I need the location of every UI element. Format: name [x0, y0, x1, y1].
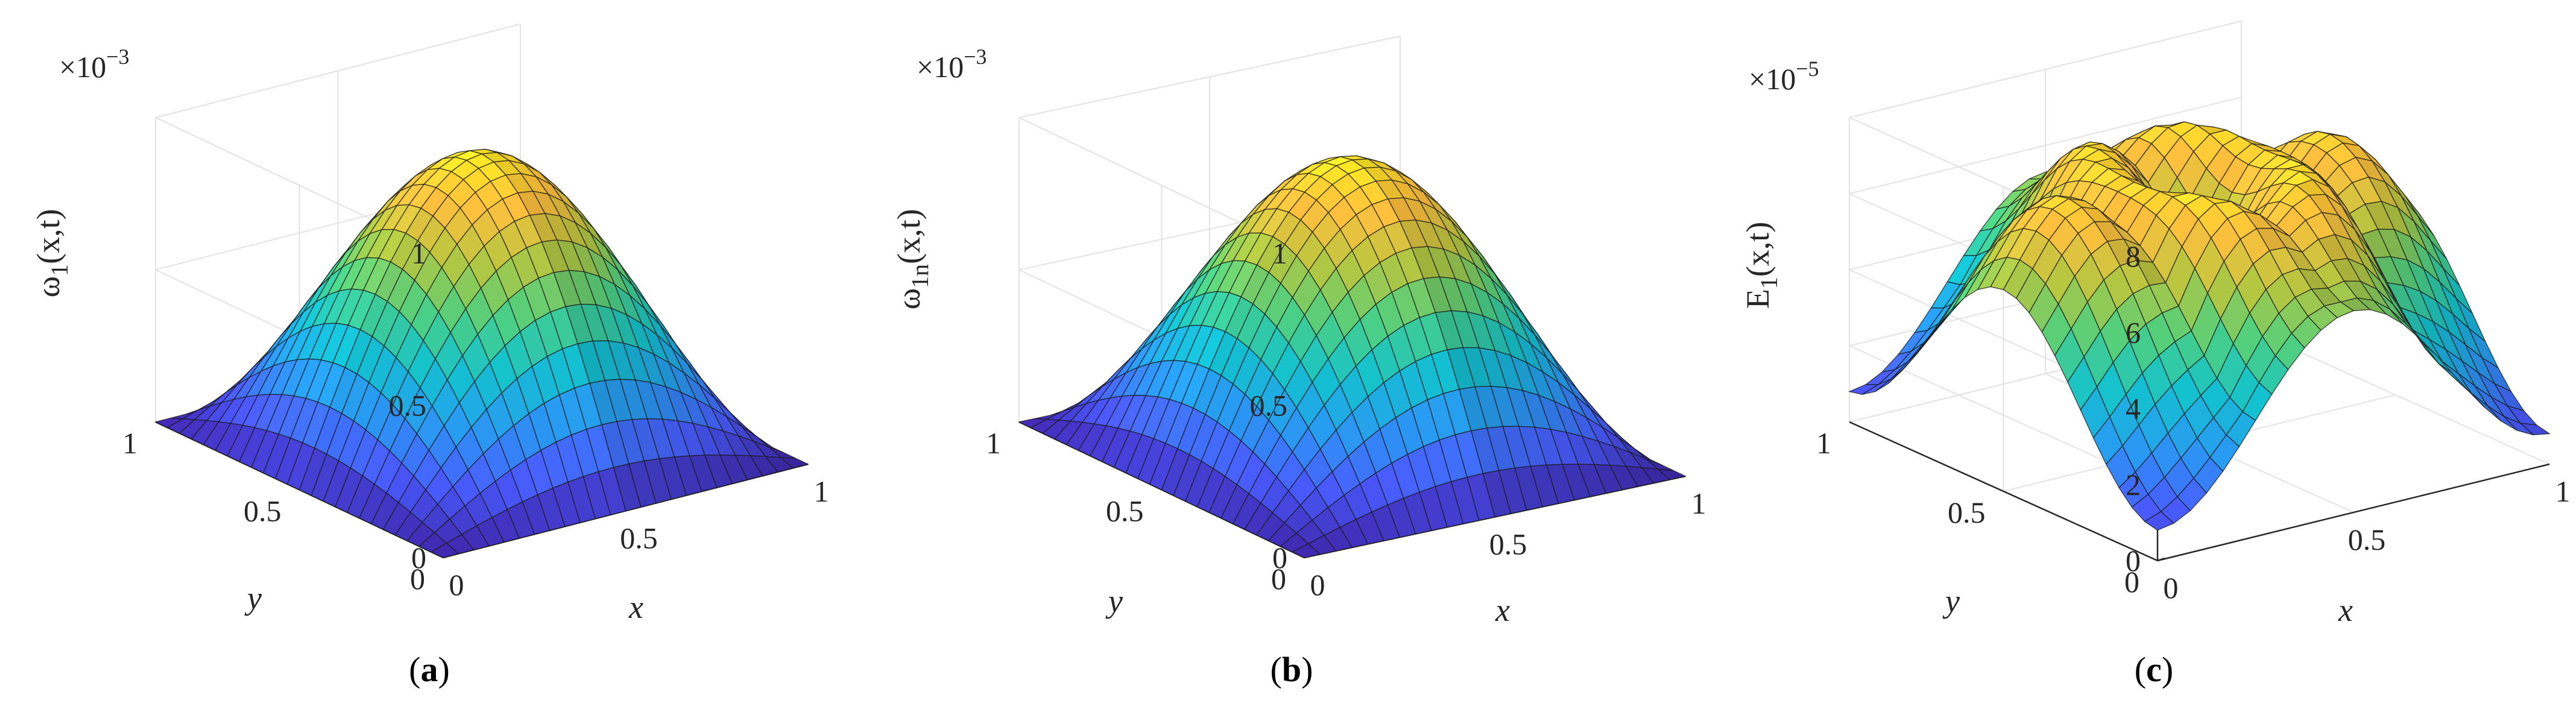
z-tick-label: 0	[2126, 544, 2141, 578]
y-tick-label: 0.5	[1106, 494, 1144, 528]
panel-caption: (b)	[1271, 650, 1313, 689]
caption-close: )	[1301, 650, 1313, 689]
surface-facet	[430, 543, 459, 558]
caption-letter: b	[1282, 650, 1301, 689]
x-tick-label: 0	[2164, 571, 2179, 605]
tick-labels: 0 0.5 1 0 0.5 1 0 0.5 1	[986, 236, 1706, 602]
z-tick-label: 6	[2126, 315, 2141, 349]
y-tick-label: 0.5	[244, 494, 282, 528]
z-tick-label: 0.5	[1250, 389, 1288, 423]
x-tick-label: 0.5	[2348, 523, 2386, 556]
surface-facet	[2144, 511, 2175, 531]
z-tick-label: 1	[1272, 236, 1287, 270]
x-tick-label: 0	[1310, 568, 1325, 602]
caption-open: (	[2135, 650, 2146, 689]
x-tick-label: 0.5	[1489, 527, 1527, 561]
y-tick-label: 0	[410, 562, 425, 596]
y-tick-label: 1	[122, 426, 137, 460]
x-axis-label: x	[2338, 592, 2353, 628]
panel-b: 0 0.5 1 0 0.5 1 0 0.5 1 x y ω1n(x,t) ×10−3 (b)	[891, 36, 1706, 689]
z-label-rest: (x,t)	[30, 209, 66, 263]
caption-letter: c	[2146, 650, 2162, 689]
exponent-power: −3	[964, 45, 987, 69]
z-tick-label: 0.5	[389, 389, 427, 423]
surface-plot	[1017, 155, 1687, 558]
tick-labels: 0 0.5 1 0 0.5 1 0 0.5 1	[122, 236, 829, 602]
panel-caption: (a)	[409, 650, 450, 689]
z-label-rest: (x,t)	[891, 209, 927, 263]
z-axis-label: ω1n(x,t)	[891, 209, 933, 309]
surface-facet	[1291, 543, 1321, 558]
y-axis-label: y	[1942, 583, 1960, 619]
caption-letter: a	[421, 650, 438, 689]
y-tick-label: 1	[986, 426, 1001, 460]
caption-close: )	[2162, 650, 2173, 689]
surface-plot	[1848, 121, 2551, 531]
caption-open: (	[409, 650, 420, 689]
z-tick-label: 0	[411, 541, 426, 574]
exponent-base: ×10	[59, 50, 106, 84]
panel-caption: (c)	[2135, 650, 2173, 689]
y-axis-label: y	[1105, 583, 1123, 619]
z-label-sub: 1n	[906, 264, 933, 288]
x-tick-label: 1	[2555, 474, 2571, 508]
y-tick-label: 1	[1816, 426, 1831, 460]
z-axis-label: E1(x,t)	[1740, 222, 1782, 309]
z-tick-label: 1	[411, 236, 426, 270]
z-tick-label: 8	[2126, 239, 2141, 273]
surface-plot	[154, 148, 810, 558]
x-tick-label: 1	[814, 474, 829, 508]
z-tick-label: 0	[1272, 541, 1287, 574]
z-label-main: E	[1740, 289, 1776, 309]
z-label-sub: 1	[1755, 277, 1782, 289]
z-label-rest: (x,t)	[1740, 222, 1776, 277]
y-tick-label: 0	[1271, 562, 1286, 596]
y-tick-label: 0.5	[1948, 496, 1986, 529]
exponent-label: ×10−3	[917, 45, 987, 84]
x-axis-label: x	[1495, 592, 1510, 628]
x-tick-label: 0.5	[620, 521, 658, 555]
y-axis-label: y	[244, 580, 262, 616]
x-tick-label: 0	[449, 568, 464, 602]
exponent-base: ×10	[917, 50, 964, 84]
x-tick-label: 1	[1691, 486, 1706, 520]
z-label-main: ω	[30, 276, 66, 298]
exponent-power: −3	[106, 45, 129, 69]
exponent-base: ×10	[1749, 62, 1796, 96]
z-label-main: ω	[891, 288, 927, 310]
exponent-label: ×10−3	[59, 45, 130, 84]
z-axis-label: ω1(x,t)	[30, 209, 73, 297]
exponent-label: ×10−5	[1749, 57, 1819, 96]
z-tick-label: 4	[2126, 392, 2141, 426]
x-axis-label: x	[628, 589, 643, 625]
y-tick-label: 0	[2124, 565, 2139, 599]
tick-labels: 0 2 4 6 8 0 0.5 1 0 0.5 1	[1816, 239, 2571, 605]
z-label-sub: 1	[46, 264, 73, 276]
exponent-power: −5	[1796, 57, 1819, 81]
caption-open: (	[1271, 650, 1282, 689]
z-tick-label: 2	[2126, 468, 2141, 502]
caption-close: )	[438, 650, 450, 689]
